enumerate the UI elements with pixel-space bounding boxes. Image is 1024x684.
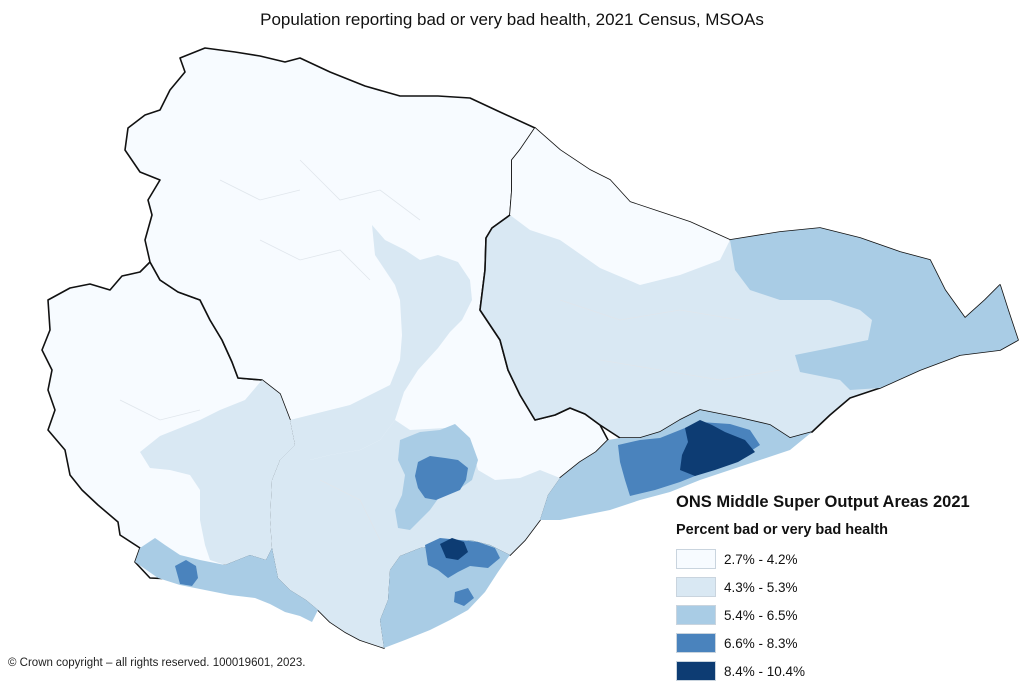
legend-class-row: 6.6% - 8.3%	[676, 630, 1016, 656]
legend-swatch	[676, 577, 716, 597]
legend-class-row: 5.4% - 6.5%	[676, 602, 1016, 628]
region-central-dark	[415, 456, 468, 500]
legend-class-row: 2.7% - 4.2%	[676, 546, 1016, 572]
region-east-ne	[730, 228, 1018, 390]
legend-class-row: 4.3% - 5.3%	[676, 574, 1016, 600]
msoa-boundaries	[119, 159, 781, 541]
legend-range-label: 6.6% - 8.3%	[724, 635, 798, 651]
region-sw-dark	[175, 560, 198, 586]
legend-subtitle: Percent bad or very bad health	[676, 522, 888, 538]
legend-swatch	[676, 605, 716, 625]
region-sw-coast	[135, 538, 318, 622]
region-central-south	[270, 420, 560, 648]
legend-classes: 2.7% - 4.2% 4.3% - 5.3% 5.4% - 6.5% 6.6% - …	[676, 546, 1016, 684]
legend-swatch	[676, 549, 716, 569]
region-south-coast	[380, 540, 510, 648]
legend-title: ONS Middle Super Output Areas 2021	[676, 493, 970, 511]
region-central-mid	[280, 225, 472, 480]
legend-range-label: 2.7% - 4.2%	[724, 551, 798, 567]
region-west-mid	[140, 380, 295, 565]
map-legend: ONS Middle Super Output Areas 2021 Perce…	[676, 493, 1016, 684]
legend-swatch	[676, 661, 716, 681]
region-east-north	[510, 128, 730, 285]
region-south-dark2	[454, 588, 474, 606]
legend-class-row: 8.4% - 10.4%	[676, 658, 1016, 684]
legend-range-label: 4.3% - 5.3%	[724, 579, 798, 595]
legend-range-label: 5.4% - 6.5%	[724, 607, 798, 623]
region-hastings-darkest	[680, 420, 755, 476]
legend-swatch	[676, 633, 716, 653]
region-south-darkest	[440, 538, 468, 560]
copyright-notice: © Crown copyright – all rights reserved.…	[8, 657, 306, 669]
map-title: Population reporting bad or very bad hea…	[260, 10, 764, 29]
legend-range-label: 8.4% - 10.4%	[724, 663, 806, 679]
